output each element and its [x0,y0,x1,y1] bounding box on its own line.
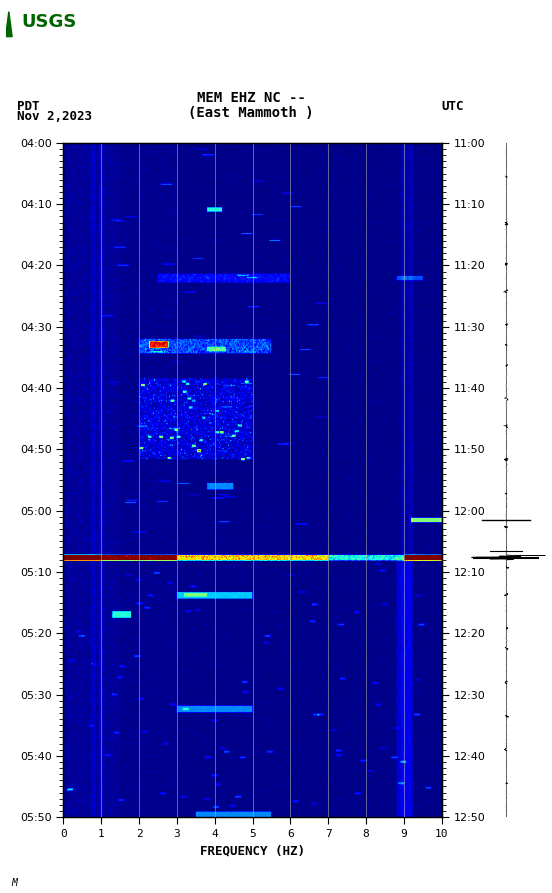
X-axis label: FREQUENCY (HZ): FREQUENCY (HZ) [200,845,305,857]
Text: MEM EHZ NC --: MEM EHZ NC -- [197,91,306,105]
Text: M: M [11,878,17,888]
Polygon shape [6,12,12,37]
Text: Nov 2,2023: Nov 2,2023 [17,110,92,123]
Text: USGS: USGS [21,13,76,31]
Text: UTC: UTC [442,99,464,113]
Text: PDT: PDT [17,99,39,113]
Text: (East Mammoth ): (East Mammoth ) [188,105,314,120]
